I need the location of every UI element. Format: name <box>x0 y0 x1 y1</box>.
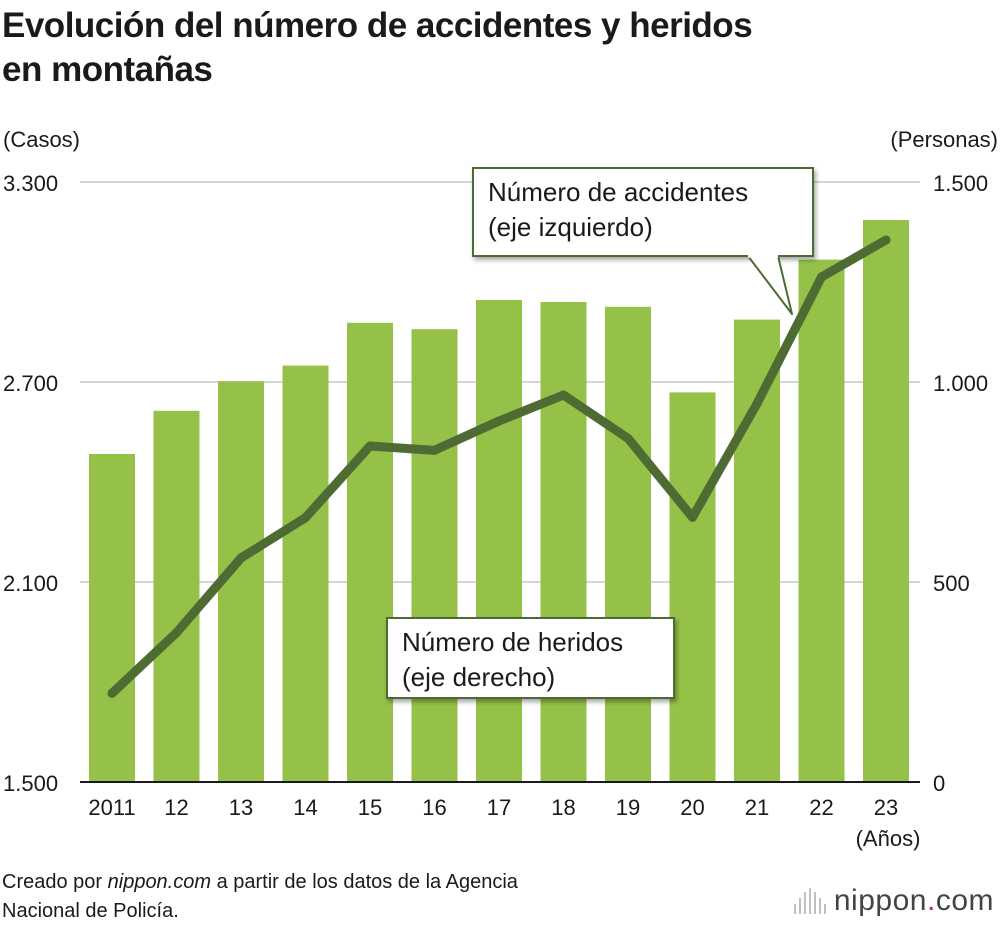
accidents-callout-pointer <box>747 255 793 315</box>
accidents-callout-line2: (eje izquierdo) <box>488 212 653 242</box>
x-tick-label: 23 <box>874 795 898 820</box>
x-tick-label: 20 <box>680 795 704 820</box>
x-tick-label: 15 <box>358 795 382 820</box>
left-axis-title: (Casos) <box>3 127 80 152</box>
bar-17 <box>476 300 522 782</box>
source-site: nippon.com <box>107 871 212 893</box>
left-tick-label: 3.300 <box>3 171 58 196</box>
right-tick-label: 0 <box>933 771 945 796</box>
logo-dot: . <box>926 884 936 917</box>
source-prefix: Creado por <box>2 871 108 893</box>
accidents-point-23 <box>881 235 891 245</box>
logo-bars-icon <box>793 888 826 914</box>
source-line1-rest: a partir de los datos de la Agencia <box>211 871 518 893</box>
x-tick-label: 16 <box>422 795 446 820</box>
accidents-point-21 <box>752 399 762 409</box>
right-axis-title: (Personas) <box>890 127 998 152</box>
accidents-point-14 <box>301 513 310 523</box>
x-tick-label: 13 <box>229 795 253 820</box>
accidents-point-17 <box>494 416 504 426</box>
x-tick-label: 21 <box>745 795 769 820</box>
logo-name: nippon <box>833 884 927 917</box>
left-tick-label: 1.500 <box>3 771 58 796</box>
x-tick-label: 17 <box>487 795 511 820</box>
logo-tld: com <box>935 884 994 917</box>
source-line2: Nacional de Policía. <box>2 900 179 922</box>
accidents-point-19 <box>623 433 633 443</box>
bar-15 <box>347 322 393 782</box>
right-tick-label: 500 <box>933 571 970 596</box>
source-note: Creado por nippon.com a partir de los da… <box>2 868 518 926</box>
bar-16 <box>411 329 458 782</box>
accidents-point-13 <box>236 553 246 563</box>
injured-callout: Número de heridos (eje derecho) <box>386 617 675 699</box>
x-axis-unit: (Años) <box>856 826 921 851</box>
accidents-point-18 <box>559 390 568 400</box>
bar-23 <box>863 220 909 782</box>
bar-12 <box>153 410 200 782</box>
bar-22 <box>798 259 845 783</box>
x-tick-label: 22 <box>809 795 833 820</box>
injured-callout-box <box>386 617 675 699</box>
bar-19 <box>605 306 651 782</box>
x-tick-label: 19 <box>616 795 640 820</box>
x-tick-label: 18 <box>551 795 575 820</box>
bar-21 <box>734 319 780 782</box>
accidents-point-15 <box>365 441 375 451</box>
bar-14 <box>282 365 329 782</box>
left-tick-label: 2.700 <box>3 371 58 396</box>
right-tick-label: 1.500 <box>933 171 988 196</box>
x-tick-label: 14 <box>293 795 317 820</box>
accidents-callout: Número de accidentes (eje izquierdo) <box>472 167 814 315</box>
x-tick-label: 12 <box>164 795 188 820</box>
accidents-point-22 <box>817 272 826 282</box>
chart-title-line2: en montañas <box>2 50 213 89</box>
bar-20 <box>669 392 716 782</box>
bar-18 <box>540 302 587 782</box>
accidents-callout-line1: Número de accidentes <box>488 177 748 207</box>
accidents-point-16 <box>430 445 439 455</box>
accidents-callout-box <box>472 167 814 257</box>
chart: (Casos) (Personas) 1.500 2.100 2.700 3.300 0 50… <box>3 127 998 851</box>
accidents-point-2011 <box>107 688 117 698</box>
nippon-logo: nippon. com <box>793 884 994 918</box>
chart-title-line1: Evolución del número de accidentes y her… <box>2 6 753 45</box>
chart-title: Evolución del número de accidentes y her… <box>2 4 992 92</box>
injured-callout-line2: (eje derecho) <box>402 662 555 692</box>
accidents-point-12 <box>172 628 181 638</box>
accidents-point-20 <box>688 512 697 522</box>
injured-callout-line1: Número de heridos <box>402 627 623 657</box>
bar-2011 <box>89 454 135 782</box>
left-tick-label: 2.100 <box>3 571 58 596</box>
right-tick-label: 1.000 <box>933 371 988 396</box>
x-tick-label: 2011 <box>88 795 135 820</box>
